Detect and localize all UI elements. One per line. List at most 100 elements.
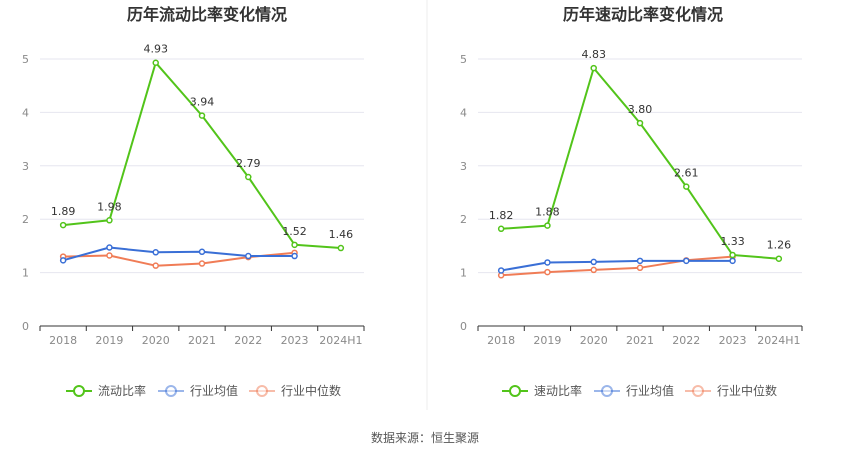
legend-marker	[692, 385, 704, 397]
data-point-industry_avg	[198, 248, 206, 256]
data-point-industry_avg	[729, 257, 736, 265]
legend-marker	[509, 385, 521, 397]
chart-panel-2: 历年速动比率变化情况 0 1 2 3 4 5 2018 2019 2020 2021 2022 2023…	[460, 5, 803, 398]
x-tick-label: 2021	[626, 334, 654, 347]
legend-item-ratio: 速动比率	[502, 383, 582, 398]
series-line-industry_median	[63, 251, 295, 267]
series-line-ratio	[501, 67, 779, 260]
data-point-industry_avg	[544, 259, 551, 266]
data-label: 1.88	[535, 206, 560, 219]
legend-item-ratio: 流动比率	[66, 383, 146, 398]
x-tick-label: 2021	[188, 334, 216, 347]
data-point-industry_avg	[683, 257, 690, 265]
series-line-ratio	[62, 61, 341, 249]
data-point-industry_avg	[245, 252, 252, 260]
y-tick-label: 1	[22, 267, 29, 280]
data-point-ratio	[636, 119, 644, 127]
data-point-ratio	[590, 64, 597, 72]
data-label: 1.82	[489, 209, 514, 222]
legend-item-industry_avg: 行业均值	[158, 383, 238, 398]
series-line-industry_median	[501, 255, 733, 277]
data-label: 2.61	[674, 167, 699, 180]
legend-label: 行业均值	[190, 383, 238, 398]
data-label: 1.33	[720, 235, 745, 248]
x-tick-label: 2020	[580, 334, 608, 347]
x-tick-label: 2023	[281, 334, 309, 347]
data-point-ratio	[775, 255, 783, 262]
y-tick-label: 4	[460, 106, 467, 119]
x-tick-label: 2020	[142, 334, 170, 347]
data-point-industry_avg	[291, 252, 298, 260]
y-tick-label: 3	[22, 160, 29, 173]
legend-label: 行业中位数	[281, 383, 341, 398]
y-tick-label: 4	[22, 106, 29, 119]
y-tick-label: 0	[460, 320, 467, 333]
x-tick-label: 2018	[487, 334, 515, 347]
data-label: 1.46	[329, 228, 354, 241]
data-point-industry_median	[636, 264, 644, 272]
data-point-ratio	[152, 59, 159, 66]
data-point-industry_median	[152, 262, 159, 269]
series-line-industry_avg	[62, 246, 295, 262]
y-tick-label: 2	[22, 213, 29, 226]
data-point-industry_median	[544, 268, 551, 276]
y-tick-label: 2	[460, 213, 467, 226]
legend-marker	[256, 385, 268, 397]
data-point-industry_avg	[152, 249, 159, 256]
data-point-ratio	[291, 241, 298, 249]
y-tick-label: 3	[460, 160, 467, 173]
data-point-ratio	[106, 217, 113, 224]
data-point-industry_avg	[636, 257, 644, 265]
legend-label: 流动比率	[98, 383, 146, 398]
data-source-note: 数据来源：恒生聚源	[370, 431, 479, 445]
x-tick-label: 2018	[49, 334, 77, 347]
legend-label: 行业中位数	[717, 383, 777, 398]
data-point-ratio	[497, 225, 505, 233]
legend-marker	[601, 385, 613, 397]
data-point-industry_median	[106, 252, 113, 259]
data-label: 1.89	[51, 205, 76, 218]
chart-title: 历年流动比率变化情况	[127, 5, 287, 24]
y-tick-label: 1	[460, 267, 467, 280]
series-line-industry_avg	[500, 259, 733, 272]
data-point-ratio	[59, 221, 67, 229]
data-point-industry_avg	[59, 257, 67, 264]
data-label: 4.83	[581, 48, 606, 61]
legend-item-industry_median: 行业中位数	[685, 383, 777, 398]
data-label: 1.26	[767, 239, 792, 252]
data-label: 1.98	[97, 200, 122, 213]
x-tick-label: 2024H1	[757, 334, 800, 347]
data-label: 2.79	[236, 157, 261, 170]
y-tick-label: 5	[460, 53, 467, 66]
data-point-ratio	[729, 251, 736, 259]
data-point-ratio	[337, 244, 345, 252]
y-tick-label: 0	[22, 320, 29, 333]
data-label: 3.80	[628, 103, 653, 116]
data-point-ratio	[683, 183, 690, 190]
legend-item-industry_avg: 行业均值	[594, 383, 674, 398]
legend-item-industry_median: 行业中位数	[249, 383, 341, 398]
data-point-industry_avg	[497, 267, 505, 274]
data-point-industry_avg	[106, 244, 113, 251]
data-point-ratio	[544, 222, 551, 229]
data-label: 4.93	[143, 43, 168, 56]
data-label: 3.94	[190, 96, 215, 109]
x-tick-label: 2024H1	[319, 334, 362, 347]
data-point-ratio	[245, 173, 252, 181]
data-point-industry_median	[198, 260, 206, 267]
y-tick-label: 5	[22, 53, 29, 66]
x-tick-label: 2019	[533, 334, 561, 347]
x-tick-label: 2023	[719, 334, 747, 347]
legend-label: 行业均值	[626, 383, 674, 398]
chart-title: 历年速动比率变化情况	[563, 5, 723, 24]
legend-marker	[73, 385, 85, 397]
data-point-industry_avg	[590, 258, 597, 266]
legend-marker	[165, 385, 177, 397]
data-point-industry_median	[590, 266, 597, 274]
data-label: 1.52	[282, 225, 307, 238]
x-tick-label: 2022	[234, 334, 262, 347]
legend-label: 速动比率	[534, 383, 582, 398]
x-tick-label: 2022	[672, 334, 700, 347]
x-tick-label: 2019	[95, 334, 123, 347]
